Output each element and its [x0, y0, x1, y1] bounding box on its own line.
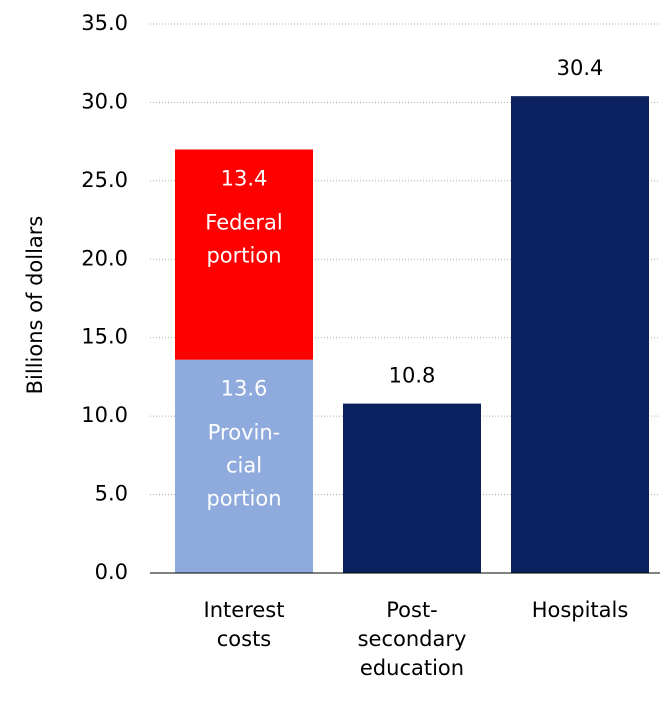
y-tick-label: 35.0 [81, 11, 128, 35]
segment-label: cial [226, 454, 262, 478]
segment-label: portion [206, 487, 281, 511]
value-label: 13.4 [221, 166, 268, 190]
value-label: 13.6 [221, 377, 268, 401]
value-label: 10.8 [389, 364, 436, 388]
bar-segment [175, 359, 313, 573]
x-tick-label: Interest [204, 598, 285, 622]
y-tick-label: 20.0 [81, 246, 128, 270]
x-tick-label: Hospitals [532, 598, 629, 622]
y-tick-label: 15.0 [81, 325, 128, 349]
y-tick-label: 30.0 [81, 89, 128, 113]
bar-segment [175, 149, 313, 360]
value-label: 30.4 [557, 56, 604, 80]
y-axis-label: Billions of dollars [23, 216, 47, 395]
x-tick-label: costs [217, 627, 272, 651]
bar-segment [343, 403, 481, 573]
y-tick-label: 10.0 [81, 403, 128, 427]
y-tick-label: 0.0 [95, 560, 128, 584]
x-tick-label: secondary [358, 627, 467, 651]
y-tick-label: 25.0 [81, 168, 128, 192]
segment-label: Federal [205, 210, 282, 234]
y-tick-label: 5.0 [95, 482, 128, 506]
bar-segment [511, 96, 649, 573]
x-tick-label: Post- [386, 598, 438, 622]
x-tick-label: education [360, 656, 464, 680]
segment-label: Provin- [208, 421, 280, 445]
segment-label: portion [206, 243, 281, 267]
